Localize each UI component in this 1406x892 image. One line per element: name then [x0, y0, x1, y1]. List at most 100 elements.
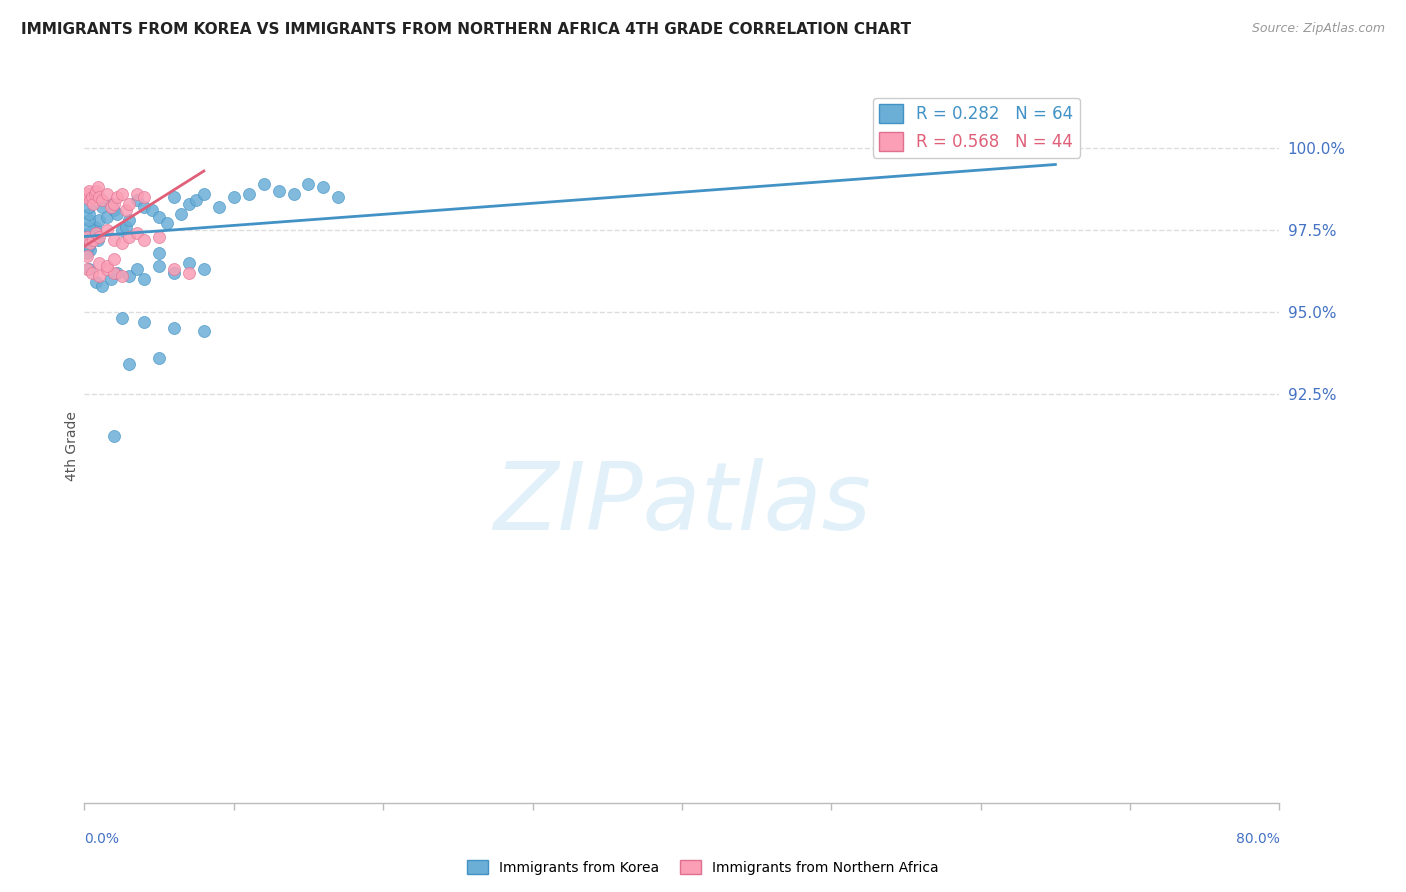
Point [91, 278, 114, 293]
Point [148, 245, 170, 260]
Point [77, 262, 100, 277]
Point [86, 226, 108, 240]
Point [193, 325, 215, 339]
Point [77, 239, 100, 253]
Point [79, 194, 101, 208]
Point [83, 219, 105, 234]
Point [75, 190, 97, 204]
Point [105, 266, 128, 280]
Point [118, 229, 141, 244]
Point [148, 229, 170, 244]
Point [163, 321, 186, 335]
Point [970, 141, 993, 155]
Point [193, 186, 215, 201]
Point [125, 226, 148, 240]
Text: IMMIGRANTS FROM KOREA VS IMMIGRANTS FROM NORTHERN AFRICA 4TH GRADE CORRELATION C: IMMIGRANTS FROM KOREA VS IMMIGRANTS FROM… [21, 22, 911, 37]
Legend: Immigrants from Korea, Immigrants from Northern Africa: Immigrants from Korea, Immigrants from N… [461, 855, 945, 880]
Point [89, 213, 111, 227]
Point [76, 229, 98, 244]
Point [80, 229, 103, 244]
Point [111, 311, 134, 326]
Point [238, 186, 260, 201]
Point [89, 190, 111, 204]
Point [89, 229, 111, 244]
Point [155, 216, 177, 230]
Point [105, 190, 128, 204]
Point [77, 226, 100, 240]
Point [76, 245, 98, 260]
Point [80, 266, 103, 280]
Point [132, 233, 156, 247]
Point [77, 184, 100, 198]
Text: 80.0%: 80.0% [1236, 832, 1279, 846]
Point [77, 200, 100, 214]
Point [96, 223, 118, 237]
Point [163, 262, 186, 277]
Point [77, 206, 100, 220]
Point [96, 259, 118, 273]
Point [105, 206, 128, 220]
Point [115, 203, 138, 218]
Point [89, 255, 111, 269]
Point [76, 262, 98, 277]
Point [77, 213, 100, 227]
Point [148, 259, 170, 273]
Point [91, 200, 114, 214]
Point [125, 194, 148, 208]
Point [83, 186, 105, 201]
Point [77, 235, 100, 250]
Point [111, 235, 134, 250]
Point [208, 200, 231, 214]
Point [132, 190, 156, 204]
Point [82, 196, 104, 211]
Point [132, 272, 156, 286]
Point [79, 243, 101, 257]
Point [297, 177, 319, 191]
Text: Source: ZipAtlas.com: Source: ZipAtlas.com [1251, 22, 1385, 36]
Point [80, 190, 103, 204]
Point [141, 203, 163, 218]
Point [148, 210, 170, 224]
Point [100, 200, 122, 214]
Point [103, 196, 125, 211]
Point [177, 255, 200, 269]
Point [76, 249, 98, 263]
Point [170, 206, 193, 220]
Point [253, 177, 276, 191]
Point [87, 233, 110, 247]
Point [132, 200, 156, 214]
Point [111, 268, 134, 283]
Point [267, 184, 290, 198]
Point [125, 186, 148, 201]
Point [283, 186, 305, 201]
Text: ZIPatlas: ZIPatlas [494, 458, 870, 549]
Point [193, 262, 215, 277]
Point [91, 194, 114, 208]
Point [86, 184, 108, 198]
Point [132, 315, 156, 329]
Point [177, 196, 200, 211]
Legend: R = 0.282   N = 64, R = 0.568   N = 44: R = 0.282 N = 64, R = 0.568 N = 44 [873, 97, 1080, 158]
Point [82, 233, 104, 247]
Point [76, 186, 98, 201]
Point [89, 268, 111, 283]
Point [79, 235, 101, 250]
Point [86, 276, 108, 290]
Y-axis label: 4th Grade: 4th Grade [65, 411, 79, 481]
Point [118, 213, 141, 227]
Point [96, 210, 118, 224]
Point [96, 262, 118, 277]
Point [77, 219, 100, 234]
Point [103, 233, 125, 247]
Point [328, 190, 350, 204]
Point [148, 351, 170, 365]
Point [312, 180, 335, 194]
Point [163, 190, 186, 204]
Text: 0.0%: 0.0% [84, 832, 120, 846]
Point [103, 252, 125, 267]
Point [118, 196, 141, 211]
Point [186, 194, 208, 208]
Point [100, 196, 122, 211]
Point [111, 186, 134, 201]
Point [118, 357, 141, 371]
